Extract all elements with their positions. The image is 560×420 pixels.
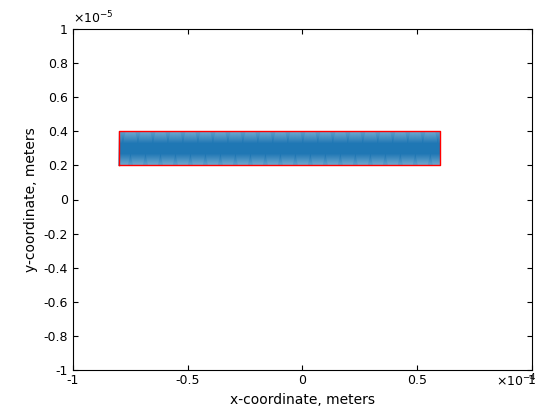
- Text: $\times10^{-5}$: $\times10^{-5}$: [73, 9, 114, 26]
- Y-axis label: y-coordinate, meters: y-coordinate, meters: [24, 127, 38, 272]
- Text: $\times10^{-4}$: $\times10^{-4}$: [496, 373, 536, 390]
- X-axis label: x-coordinate, meters: x-coordinate, meters: [230, 393, 375, 407]
